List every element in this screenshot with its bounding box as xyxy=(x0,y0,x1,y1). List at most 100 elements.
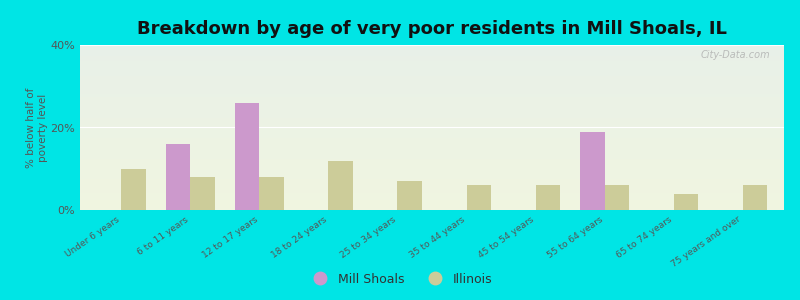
Bar xyxy=(80,132,784,133)
Bar xyxy=(122,169,146,210)
Bar xyxy=(80,197,784,198)
Bar xyxy=(80,169,784,170)
Bar xyxy=(80,113,784,114)
Bar xyxy=(80,120,784,121)
Bar xyxy=(80,193,784,194)
Bar xyxy=(80,127,784,128)
Bar xyxy=(80,121,784,122)
Bar xyxy=(80,79,784,80)
Bar xyxy=(80,201,784,202)
Bar xyxy=(80,138,784,139)
Bar xyxy=(259,177,284,210)
Bar xyxy=(80,184,784,185)
Bar xyxy=(80,196,784,197)
Bar xyxy=(466,185,490,210)
Bar xyxy=(80,62,784,63)
Bar xyxy=(80,204,784,205)
Bar xyxy=(80,183,784,184)
Bar xyxy=(80,178,784,179)
Bar xyxy=(80,118,784,119)
Bar xyxy=(80,158,784,159)
Bar xyxy=(80,67,784,68)
Bar xyxy=(80,164,784,165)
Bar xyxy=(80,84,784,85)
Bar xyxy=(80,107,784,108)
Bar xyxy=(80,81,784,82)
Bar xyxy=(80,188,784,189)
Bar xyxy=(80,63,784,64)
Bar xyxy=(80,125,784,126)
Bar xyxy=(80,208,784,209)
Bar xyxy=(80,76,784,77)
Bar xyxy=(80,122,784,123)
Bar xyxy=(80,189,784,190)
Bar xyxy=(80,72,784,73)
Bar xyxy=(329,160,353,210)
Bar xyxy=(80,160,784,161)
Bar xyxy=(80,131,784,132)
Bar xyxy=(80,202,784,203)
Bar xyxy=(80,202,784,203)
Bar xyxy=(80,126,784,127)
Bar xyxy=(80,61,784,62)
Bar xyxy=(80,180,784,181)
Bar xyxy=(80,157,784,158)
Bar xyxy=(80,85,784,86)
Bar xyxy=(80,74,784,75)
Bar xyxy=(605,185,629,210)
Bar xyxy=(80,66,784,67)
Bar xyxy=(80,140,784,141)
Bar xyxy=(80,102,784,103)
Bar xyxy=(80,170,784,171)
Bar xyxy=(80,50,784,51)
Bar xyxy=(80,136,784,137)
Bar xyxy=(80,65,784,66)
Bar xyxy=(80,142,784,143)
Bar xyxy=(80,78,784,79)
Bar xyxy=(80,45,784,46)
Bar xyxy=(80,144,784,145)
Bar xyxy=(235,103,259,210)
Bar xyxy=(80,175,784,176)
Bar xyxy=(80,168,784,169)
Bar xyxy=(80,110,784,111)
Bar xyxy=(80,167,784,168)
Bar xyxy=(80,154,784,155)
Bar xyxy=(80,137,784,138)
Bar xyxy=(80,123,784,124)
Bar xyxy=(80,101,784,102)
Bar xyxy=(80,153,784,154)
Title: Breakdown by age of very poor residents in Mill Shoals, IL: Breakdown by age of very poor residents … xyxy=(137,20,727,38)
Bar xyxy=(80,141,784,142)
Bar xyxy=(80,85,784,86)
Bar xyxy=(80,98,784,99)
Bar xyxy=(80,96,784,97)
Bar xyxy=(80,80,784,81)
Bar xyxy=(80,162,784,163)
Bar xyxy=(80,95,784,96)
Bar xyxy=(80,191,784,192)
Bar xyxy=(80,169,784,170)
Bar xyxy=(80,199,784,200)
Bar xyxy=(80,116,784,117)
Bar xyxy=(80,186,784,187)
Bar xyxy=(80,150,784,151)
Bar xyxy=(80,53,784,54)
Bar xyxy=(80,187,784,188)
Bar xyxy=(80,176,784,177)
Bar xyxy=(742,185,766,210)
Bar xyxy=(80,94,784,95)
Bar xyxy=(80,58,784,59)
Bar xyxy=(80,161,784,162)
Bar xyxy=(80,77,784,78)
Bar xyxy=(80,49,784,50)
Bar xyxy=(80,185,784,186)
Bar xyxy=(80,174,784,175)
Bar xyxy=(80,108,784,109)
Bar xyxy=(80,200,784,201)
Bar xyxy=(80,155,784,156)
Bar xyxy=(166,144,190,210)
Bar xyxy=(80,181,784,182)
Bar xyxy=(80,160,784,161)
Bar xyxy=(80,119,784,120)
